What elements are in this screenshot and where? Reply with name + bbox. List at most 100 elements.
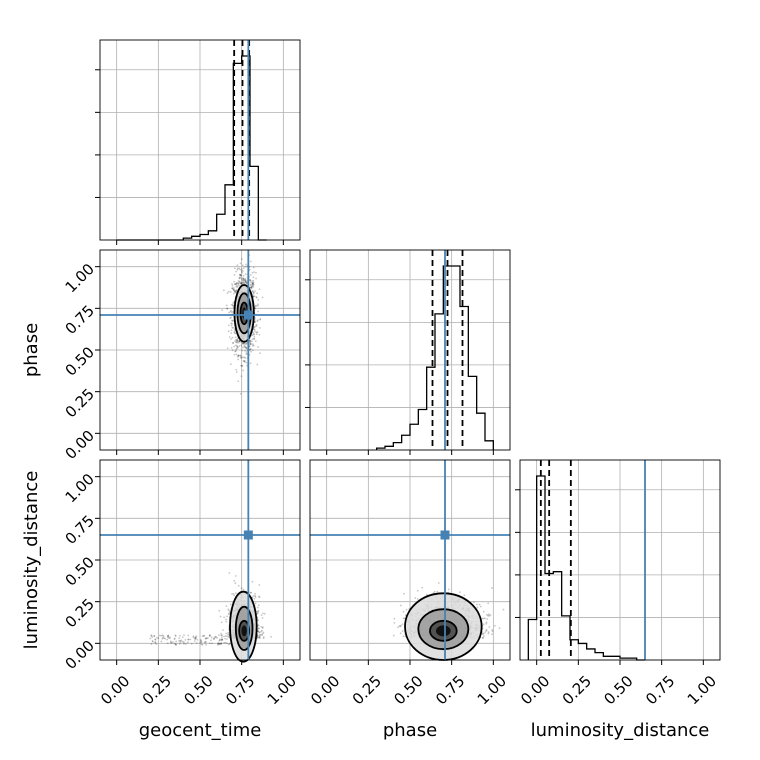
sample-point [231, 304, 234, 306]
histogram-geocent_time [116, 55, 267, 241]
sample-point [158, 634, 161, 637]
sample-point [234, 340, 236, 343]
sample-point [255, 305, 257, 307]
sample-point [245, 361, 248, 364]
sample-point [213, 638, 215, 640]
sample-point [251, 343, 254, 345]
sample-point [270, 635, 272, 638]
sample-point [244, 279, 247, 282]
sample-point [228, 336, 231, 338]
sample-point [255, 323, 258, 326]
sample-point [239, 355, 242, 357]
sample-point [255, 296, 258, 298]
sample-point [242, 588, 245, 591]
sample-point [230, 332, 233, 335]
sample-point [401, 623, 404, 626]
sample-point [178, 637, 181, 640]
histogram-luminosity_distance [527, 475, 645, 661]
sample-point [256, 292, 259, 295]
sample-point [416, 589, 419, 592]
sample-point [245, 346, 248, 349]
sample-point [236, 341, 238, 344]
density-peak [436, 625, 451, 637]
sample-point [234, 283, 236, 286]
sample-point [249, 283, 252, 286]
sample-point [253, 337, 256, 340]
sample-point [242, 274, 245, 277]
sample-point [243, 281, 246, 284]
sample-point [242, 369, 244, 372]
sample-point [220, 641, 223, 644]
sample-point [482, 636, 484, 639]
sample-point [160, 634, 163, 637]
sample-point [222, 289, 225, 292]
sample-point [249, 339, 252, 342]
contour-line [229, 590, 258, 663]
sample-point [239, 276, 242, 279]
sample-point [243, 356, 246, 359]
sample-point [233, 280, 236, 283]
sample-point [250, 591, 252, 594]
sample-point [228, 613, 230, 616]
sample-point [206, 637, 209, 640]
sample-point [233, 289, 235, 291]
x-tick-label: 0.00 [97, 672, 133, 708]
sample-point [231, 593, 233, 595]
x-axis-label-geocent_time: geocent_time [139, 720, 262, 741]
truth-marker [440, 530, 450, 540]
sample-point [150, 634, 153, 637]
sample-point [220, 621, 223, 624]
sample-point [224, 641, 227, 644]
sample-point [200, 641, 203, 643]
sample-point [254, 596, 257, 598]
sample-point [236, 267, 239, 270]
sample-point [210, 636, 213, 639]
sample-point [485, 628, 488, 631]
sample-point [491, 629, 494, 631]
sample-point [232, 326, 235, 329]
sample-point [498, 627, 501, 630]
sample-point [196, 639, 199, 641]
y-tick-label: 1.00 [62, 260, 98, 296]
sample-point [239, 392, 242, 395]
sample-point [259, 633, 261, 636]
sample-point [251, 285, 253, 288]
sample-point [256, 611, 259, 614]
sample-point [219, 639, 222, 642]
sample-point [216, 636, 218, 639]
sample-point [254, 592, 257, 595]
sample-point [249, 343, 252, 345]
sample-point [484, 631, 487, 633]
x-tick-label: 0.50 [390, 672, 426, 708]
sample-point [255, 333, 258, 336]
sample-point [244, 265, 247, 268]
sample-point [253, 271, 255, 274]
sample-point [242, 346, 244, 349]
sample-point [192, 636, 195, 639]
sample-point [237, 358, 240, 361]
sample-point [231, 283, 233, 285]
sample-point [250, 285, 253, 288]
sample-point [231, 336, 234, 339]
sample-point [230, 316, 233, 319]
sample-point [151, 640, 154, 643]
sample-point [244, 280, 247, 283]
sample-point [251, 334, 254, 337]
sample-point [258, 596, 261, 599]
sample-point [250, 286, 253, 289]
contour-line [233, 284, 255, 343]
sample-point [228, 311, 231, 314]
sample-point [238, 267, 241, 270]
sample-point [257, 624, 260, 627]
sample-point [237, 283, 240, 285]
sample-point [231, 287, 234, 290]
sample-point [249, 348, 251, 351]
density-peak [241, 625, 247, 637]
sample-point [241, 264, 244, 267]
y-axis-label-luminosity_distance: luminosity_distance [21, 471, 42, 650]
sample-point [249, 362, 252, 365]
sample-point [261, 632, 264, 635]
sample-point [204, 637, 207, 640]
sample-point [214, 635, 217, 638]
sample-point [195, 642, 198, 645]
